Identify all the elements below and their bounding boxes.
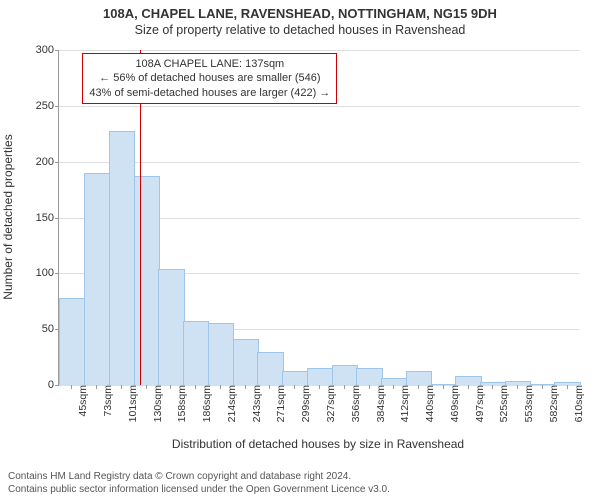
xtick-label: 243sqm	[249, 385, 263, 422]
xtick-mark	[319, 385, 320, 389]
xtick-label: 101sqm	[125, 385, 139, 422]
histogram-bar	[307, 368, 333, 385]
ytick-label: 0	[24, 379, 59, 391]
xtick-mark	[443, 385, 444, 389]
xtick-mark	[418, 385, 419, 389]
histogram-bar	[233, 339, 259, 385]
xtick-mark	[542, 385, 543, 389]
histogram-bar	[356, 368, 382, 385]
xtick-mark	[468, 385, 469, 389]
ytick-label: 100	[24, 267, 59, 279]
xtick-mark	[220, 385, 221, 389]
xtick-mark	[294, 385, 295, 389]
gridline	[59, 106, 579, 107]
ytick-label: 150	[24, 212, 59, 224]
y-axis-label: Number of detached properties	[1, 117, 15, 317]
gridline	[59, 50, 579, 51]
histogram-bar	[406, 371, 432, 385]
histogram-bar	[208, 323, 234, 385]
xtick-label: 186sqm	[199, 385, 213, 422]
footer-attribution: Contains HM Land Registry data © Crown c…	[8, 471, 390, 496]
xtick-mark	[245, 385, 246, 389]
gridline	[59, 162, 579, 163]
histogram-bar	[455, 376, 481, 385]
ytick-label: 300	[24, 44, 59, 56]
xtick-mark	[344, 385, 345, 389]
xtick-label: 469sqm	[447, 385, 461, 422]
annotation-box: 108A CHAPEL LANE: 137sqm← 56% of detache…	[82, 53, 337, 104]
ytick-label: 200	[24, 156, 59, 168]
xtick-label: 384sqm	[373, 385, 387, 422]
footer-line-2: Contains public sector information licen…	[8, 484, 390, 497]
xtick-label: 130sqm	[150, 385, 164, 422]
chart-title: 108A, CHAPEL LANE, RAVENSHEAD, NOTTINGHA…	[0, 0, 600, 21]
xtick-mark	[71, 385, 72, 389]
histogram-bar	[257, 352, 283, 385]
xtick-label: 45sqm	[75, 385, 89, 417]
xtick-label: 497sqm	[472, 385, 486, 422]
chart-subtitle: Size of property relative to detached ho…	[0, 21, 600, 41]
xtick-mark	[369, 385, 370, 389]
xtick-mark	[517, 385, 518, 389]
ytick-label: 250	[24, 100, 59, 112]
plot-area: 05010015020025030045sqm73sqm101sqm130sqm…	[58, 50, 579, 386]
histogram-bar	[381, 378, 407, 385]
histogram-bar	[183, 321, 209, 385]
histogram-bar	[59, 298, 85, 385]
xtick-mark	[170, 385, 171, 389]
histogram-bar	[134, 176, 160, 385]
xtick-mark	[269, 385, 270, 389]
histogram-bar	[109, 131, 135, 385]
x-axis-label: Distribution of detached houses by size …	[58, 437, 578, 451]
xtick-mark	[121, 385, 122, 389]
histogram-bar	[332, 365, 358, 385]
xtick-label: 327sqm	[323, 385, 337, 422]
xtick-mark	[393, 385, 394, 389]
xtick-label: 582sqm	[546, 385, 560, 422]
xtick-label: 271sqm	[273, 385, 287, 422]
annotation-line: ← 56% of detached houses are smaller (54…	[89, 71, 330, 85]
xtick-label: 440sqm	[422, 385, 436, 422]
xtick-label: 356sqm	[348, 385, 362, 422]
xtick-label: 214sqm	[224, 385, 238, 422]
xtick-label: 553sqm	[521, 385, 535, 422]
xtick-label: 525sqm	[496, 385, 510, 422]
annotation-line: 108A CHAPEL LANE: 137sqm	[89, 57, 330, 71]
histogram-bar	[84, 173, 110, 385]
xtick-mark	[195, 385, 196, 389]
histogram-bar	[158, 269, 184, 385]
xtick-label: 610sqm	[571, 385, 585, 422]
xtick-label: 73sqm	[100, 385, 114, 417]
ytick-label: 50	[24, 323, 59, 335]
xtick-mark	[567, 385, 568, 389]
xtick-mark	[492, 385, 493, 389]
annotation-line: 43% of semi-detached houses are larger (…	[89, 86, 330, 100]
xtick-label: 299sqm	[298, 385, 312, 422]
xtick-label: 158sqm	[174, 385, 188, 422]
xtick-mark	[96, 385, 97, 389]
xtick-mark	[146, 385, 147, 389]
xtick-label: 412sqm	[397, 385, 411, 422]
footer-line-1: Contains HM Land Registry data © Crown c…	[8, 471, 390, 484]
histogram-bar	[282, 371, 308, 385]
